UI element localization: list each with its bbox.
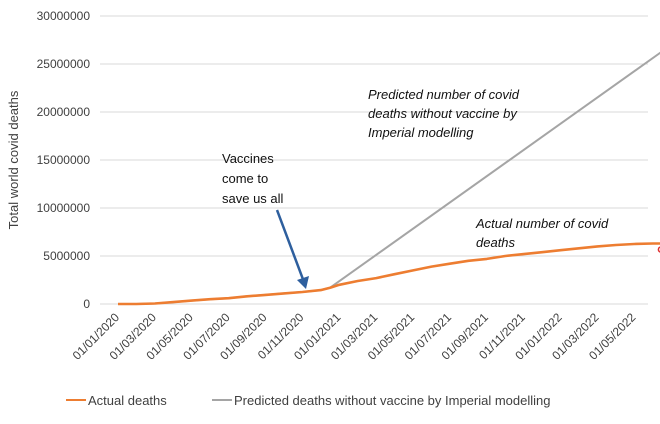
y-axis-label: Total world covid deaths (6, 90, 21, 229)
annotation-predicted-line-2: deaths without vaccine by (368, 106, 518, 121)
series-actual-deaths (118, 242, 660, 306)
legend: Actual deaths Predicted deaths without va… (66, 393, 551, 408)
legend-actual-label: Actual deaths (88, 393, 167, 408)
end-marker (657, 246, 660, 253)
annotation-predicted-line-3: Imperial modelling (368, 125, 474, 140)
x-axis: 01/01/202001/03/202001/05/202001/07/2020… (70, 310, 639, 363)
y-tick-label-1: 5000000 (43, 249, 90, 263)
gridlines (100, 15, 648, 305)
annotation-actual-line-2: deaths (476, 235, 516, 250)
annotations: Predicted number of covid deaths without… (222, 87, 609, 289)
y-tick-label-0: 0 (83, 297, 90, 311)
series-lines (118, 51, 660, 306)
annotation-predicted-line-1: Predicted number of covid (368, 87, 520, 102)
y-tick-label-2: 10000000 (37, 201, 91, 215)
y-tick-label-6: 30000000 (37, 9, 91, 23)
legend-predicted-label: Predicted deaths without vaccine by Impe… (234, 393, 551, 408)
annotation-vaccines-line-3: save us all (222, 191, 284, 206)
annotation-vaccines-line-2: come to (222, 171, 268, 186)
vaccine-arrow (275, 209, 306, 283)
annotation-vaccines-line-1: Vaccines (222, 151, 274, 166)
y-axis: 0 5000000 10000000 15000000 20000000 25000000… (6, 9, 90, 311)
vaccine-arrowhead (297, 276, 309, 289)
y-tick-label-4: 20000000 (37, 105, 91, 119)
annotation-actual-line-1: Actual number of covid (475, 216, 609, 231)
y-tick-label-5: 25000000 (37, 57, 91, 71)
y-tick-label-3: 15000000 (37, 153, 91, 167)
